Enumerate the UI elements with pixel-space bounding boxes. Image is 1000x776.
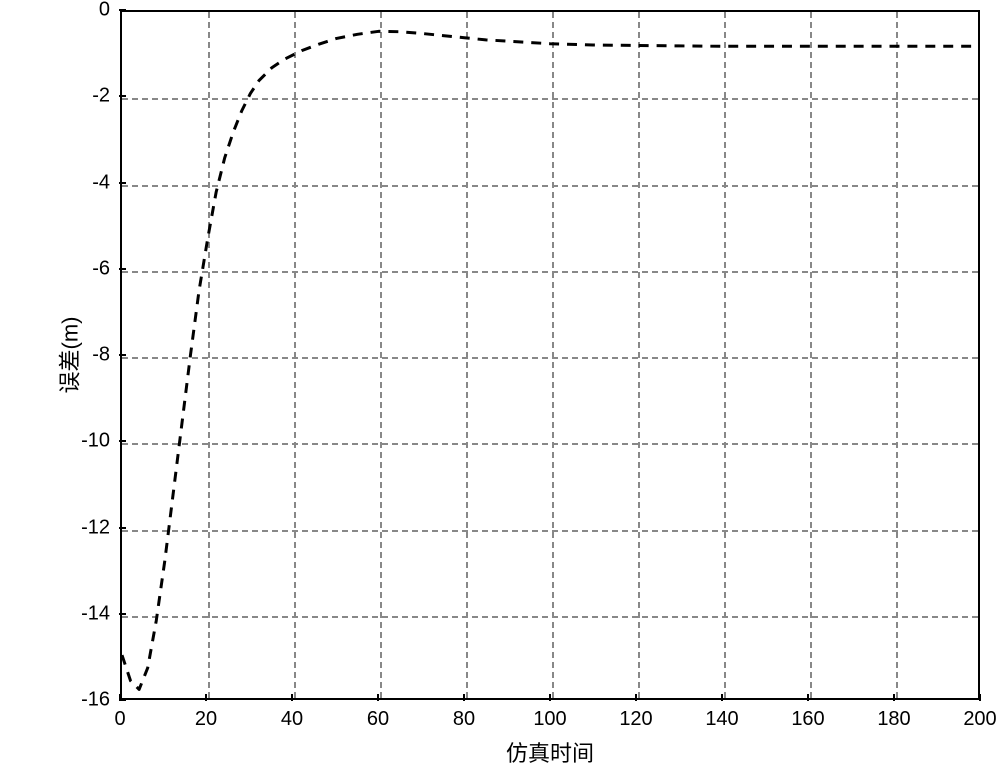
x-tick-label: 80 xyxy=(453,708,475,731)
x-tick-label: 200 xyxy=(963,708,996,731)
chart-container: -16 -14 -12 -10 -8 -6 -4 -2 0 0 20 40 60 80 100 120 140 1… xyxy=(0,0,1000,776)
y-tick-mark xyxy=(119,440,126,442)
y-tick-label: -4 xyxy=(92,171,110,194)
x-tick-label: 60 xyxy=(367,708,389,731)
y-tick-label: -10 xyxy=(81,430,110,453)
y-tick-label: -2 xyxy=(92,85,110,108)
x-tick-label: 120 xyxy=(619,708,652,731)
y-tick-label: -8 xyxy=(92,344,110,367)
x-tick-label: 40 xyxy=(281,708,303,731)
x-axis-label: 仿真时间 xyxy=(506,736,594,768)
y-tick-mark xyxy=(119,9,126,11)
x-tick-mark xyxy=(635,694,637,701)
x-tick-label: 0 xyxy=(114,708,125,731)
y-tick-label: 0 xyxy=(99,0,110,22)
x-tick-mark xyxy=(377,694,379,701)
error-curve xyxy=(122,12,978,698)
x-tick-mark xyxy=(721,694,723,701)
x-tick-mark xyxy=(807,694,809,701)
x-tick-mark xyxy=(463,694,465,701)
x-tick-label: 140 xyxy=(705,708,738,731)
y-tick-mark xyxy=(119,268,126,270)
y-axis-label: 误差(m) xyxy=(52,317,84,394)
y-tick-label: -14 xyxy=(81,602,110,625)
y-tick-mark xyxy=(119,182,126,184)
x-tick-mark xyxy=(205,694,207,701)
y-tick-mark xyxy=(119,95,126,97)
x-tick-mark xyxy=(979,694,981,701)
x-tick-mark xyxy=(119,694,121,701)
x-tick-label: 20 xyxy=(195,708,217,731)
y-tick-label: -6 xyxy=(92,257,110,280)
x-tick-mark xyxy=(549,694,551,701)
x-tick-label: 160 xyxy=(791,708,824,731)
plot-area xyxy=(120,10,980,700)
x-tick-label: 100 xyxy=(533,708,566,731)
y-tick-mark xyxy=(119,354,126,356)
x-tick-mark xyxy=(893,694,895,701)
y-tick-mark xyxy=(119,527,126,529)
y-tick-mark xyxy=(119,613,126,615)
x-tick-label: 180 xyxy=(877,708,910,731)
y-tick-label: -16 xyxy=(81,689,110,712)
y-tick-label: -12 xyxy=(81,516,110,539)
x-tick-mark xyxy=(291,694,293,701)
